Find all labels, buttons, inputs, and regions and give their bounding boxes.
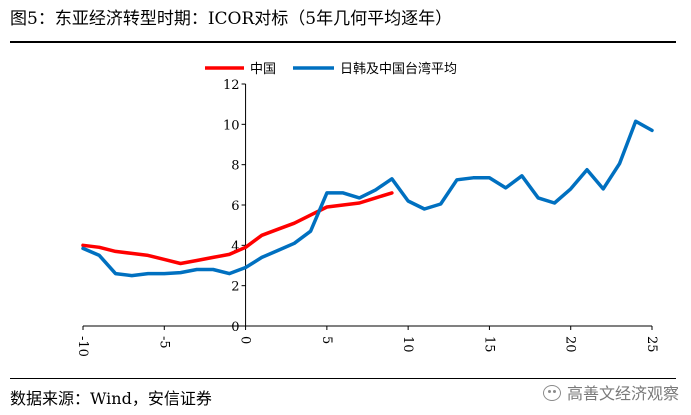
y-tick-label: 10	[223, 118, 240, 133]
x-tick-label: 25	[644, 336, 659, 353]
legend-label-east-asia-average: 日韩及中国台湾平均	[340, 61, 457, 77]
x-tick-label: 5	[319, 336, 334, 344]
x-tick-label: 0	[238, 336, 253, 344]
x-tick-label: -5	[156, 336, 171, 349]
y-tick-label: 4	[231, 239, 239, 254]
y-tick-label: 2	[231, 280, 239, 295]
watermark: 高善文经济观察	[542, 380, 679, 404]
x-tick-label: 10	[400, 336, 415, 353]
y-tick-label: 0	[231, 320, 239, 335]
x-tick-label: 20	[563, 336, 578, 353]
x-tick-label: 15	[481, 336, 496, 353]
y-tick-label: 12	[223, 78, 240, 93]
data-source: 数据来源：Wind，安信证券	[10, 389, 212, 408]
y-tick-label: 6	[231, 199, 239, 214]
watermark-label: 高善文经济观察	[566, 384, 679, 403]
wechat-icon	[542, 385, 561, 401]
series-line-china	[81, 191, 394, 266]
title-rule	[10, 41, 676, 43]
series-line-east-asia-average	[81, 119, 654, 278]
x-tick-label: -10	[75, 336, 90, 357]
legend-label-china: 中国	[250, 62, 276, 77]
chart-title: 图5：东亚经济转型时期：ICOR对标（5年几何平均逐年）	[10, 9, 453, 29]
footer-rule	[10, 378, 676, 379]
y-tick-label: 8	[231, 159, 239, 174]
